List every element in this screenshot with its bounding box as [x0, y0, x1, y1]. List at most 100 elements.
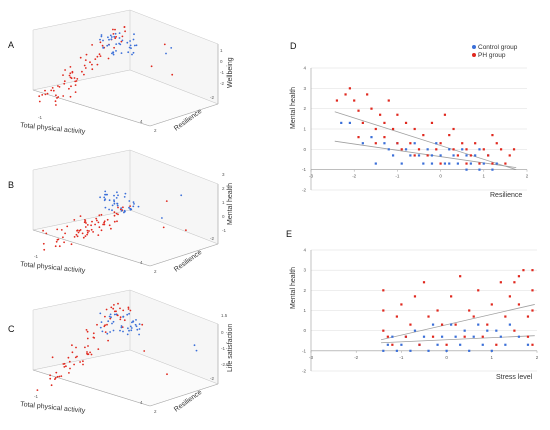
panel-d-point: [400, 148, 403, 151]
panel-c-ztick-3: -2.5: [221, 362, 229, 367]
panel-a-point: [114, 32, 117, 35]
panel-d-point: [508, 154, 511, 157]
panel-d-point: [439, 154, 442, 157]
panel-e-point: [391, 335, 394, 338]
panel-e-point: [513, 281, 516, 284]
panel-c-point: [101, 330, 104, 333]
panel-e-xtick-label: 2: [536, 355, 539, 360]
panel-b-point: [128, 200, 131, 202]
panel-c-point: [63, 366, 66, 368]
panel-e-xtick-label: -3: [309, 355, 313, 360]
panel-c-point: [120, 326, 123, 329]
panel-a-point: [112, 33, 115, 35]
panel-d-ytick-label: 1: [303, 127, 306, 132]
panel-d-point: [379, 113, 382, 116]
panel-d-xtick-label: -1: [395, 174, 399, 179]
panel-e-point: [526, 343, 530, 346]
panel-d-point: [344, 93, 347, 96]
panel-a-point: [63, 82, 66, 85]
panel-a-point: [130, 47, 132, 50]
panel-a-xtick-0: -1: [38, 115, 42, 120]
panel-c-point: [58, 375, 61, 378]
panel-c-point: [122, 330, 124, 333]
panel-c-point: [74, 356, 77, 359]
panel-c-point: [104, 331, 107, 333]
panel-a-point: [57, 85, 59, 87]
panel-e-ytick-label: 1: [303, 308, 306, 313]
panel-a-point: [63, 80, 66, 83]
panel-b-point: [106, 218, 109, 221]
panel-e-point: [382, 329, 385, 332]
panel-b-point: [76, 235, 79, 238]
panel-b-point: [113, 200, 116, 203]
panel-a-point: [85, 53, 88, 56]
panel-d-point: [426, 148, 429, 151]
panel-d-point: [340, 121, 343, 124]
panel-e-point: [513, 329, 516, 332]
panel-d-point: [409, 142, 412, 145]
panel-d-xtick-label: -2: [352, 174, 356, 179]
panel-b-point: [185, 229, 187, 232]
panel-b-point: [76, 229, 78, 232]
panel-c-point: [110, 306, 113, 309]
panel-e-ytick-label: -2: [302, 369, 306, 374]
panel-a-point: [81, 70, 83, 73]
panel-e-point: [517, 275, 521, 278]
panel-letter-b: B: [8, 180, 14, 190]
panel-c-point: [138, 328, 141, 330]
panel-d-point: [504, 162, 507, 165]
panel-e-point: [413, 295, 417, 298]
panel-b-ytick-1: -2: [210, 236, 214, 241]
panel-c-point: [127, 327, 129, 330]
panel-d-scatter: -2 -1 0 1 2 3 4 -3 -2 -1 0 1 2: [302, 66, 529, 193]
panel-e-point: [531, 289, 534, 292]
panel-c-point: [135, 319, 137, 321]
panel-letter-d: D: [290, 41, 297, 51]
panel-a-point: [128, 46, 131, 49]
panel-a-point: [121, 39, 124, 42]
panel-a-point: [96, 63, 99, 66]
panel-c-point: [56, 375, 59, 378]
panel-a-point: [62, 74, 64, 76]
panel-c-point: [123, 319, 126, 322]
panel-d-point: [404, 148, 408, 151]
panel-c-xtick-1: 4: [140, 400, 143, 405]
panel-a-point: [74, 84, 77, 86]
panel-a-point: [120, 52, 123, 54]
panel-a-ztick-1: 0: [220, 59, 223, 64]
panel-c-zlabel: Life satisfaction: [227, 324, 234, 372]
panel-d-point: [443, 113, 447, 116]
panel-d-point: [448, 134, 451, 137]
panel-a-point: [69, 72, 72, 75]
panel-e-point: [422, 281, 426, 284]
panel-e-point: [477, 289, 480, 292]
panel-c-point: [195, 349, 198, 352]
panel-a-y-axis: [149, 103, 219, 127]
panel-d-point: [430, 154, 434, 157]
panel-b-point: [98, 214, 101, 217]
panel-c-point: [86, 330, 89, 333]
panel-letter-e: E: [286, 229, 292, 239]
panel-d-point: [452, 148, 455, 151]
panel-d-point: [495, 162, 498, 165]
legend-ph-marker: [472, 53, 476, 57]
panel-a-point: [64, 69, 66, 71]
panel-a-point: [41, 94, 44, 96]
legend-control-label: Control group: [478, 44, 518, 51]
panel-a-point: [112, 28, 114, 31]
panel-e-point: [468, 349, 471, 352]
panel-e-point: [431, 335, 435, 338]
panel-c-point: [126, 313, 129, 316]
panel-c-point: [129, 325, 132, 328]
panel-a-point: [126, 41, 129, 44]
panel-c-point: [50, 384, 53, 387]
panel-b-point: [63, 241, 65, 244]
panel-d-ytick-label: 0: [303, 147, 306, 152]
panel-a-zlabel: Wellbeing: [227, 57, 234, 88]
panel-a-point: [55, 94, 57, 97]
panel-d-point: [491, 162, 494, 165]
panel-d-point: [357, 109, 360, 112]
panel-b-point: [132, 205, 135, 208]
panel-b-point: [66, 225, 69, 228]
panel-c-point: [143, 350, 146, 352]
